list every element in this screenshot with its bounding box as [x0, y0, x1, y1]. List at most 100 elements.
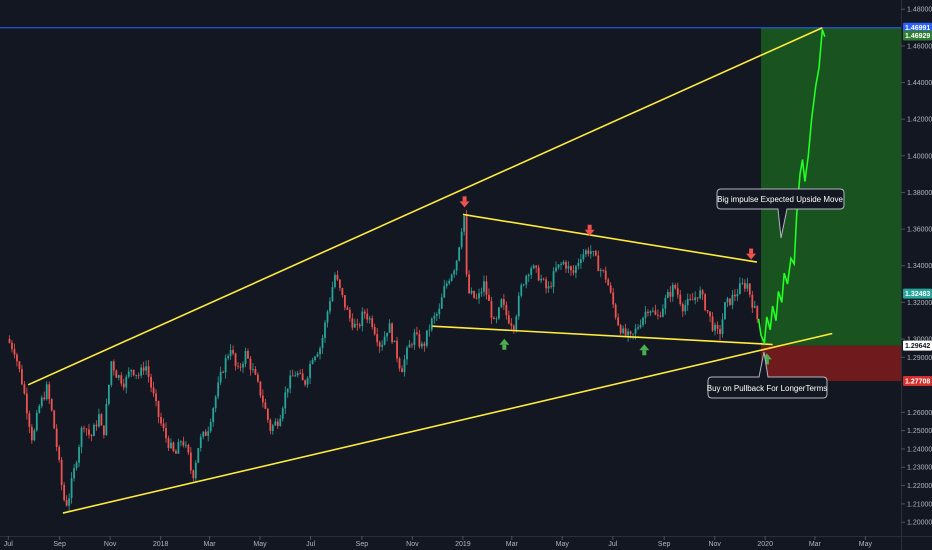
candle-body	[388, 323, 391, 333]
candle-body	[259, 381, 262, 396]
candle-body	[701, 290, 704, 295]
candle-body	[376, 334, 379, 343]
trendline-lower-channel[interactable]	[62, 332, 833, 514]
candle-body	[584, 250, 587, 255]
candle-body	[507, 315, 510, 324]
candle-body	[182, 441, 185, 446]
candle-body	[435, 314, 438, 316]
candle-body	[28, 413, 31, 427]
candle-body	[602, 269, 605, 271]
candle-body	[25, 393, 28, 414]
candle-body	[736, 294, 739, 297]
candle-body	[575, 266, 577, 273]
candle-body	[565, 262, 567, 269]
candle-body	[689, 299, 692, 300]
candle-body	[413, 332, 416, 345]
candle-body	[11, 342, 13, 350]
time-scale[interactable]: Jul Sep Nov 2018 Mar May Jul Sep Nov 2019 Mar May Ju…	[4, 536, 873, 548]
time-tick-label: Nov	[708, 541, 721, 548]
annotation-buy-on-pullback[interactable]: Buy on Pullback For LongerTerms	[707, 351, 828, 399]
candle-body	[167, 438, 170, 448]
candle-body	[125, 376, 128, 388]
candle-body	[326, 311, 329, 323]
candle-body	[8, 339, 11, 343]
candle-body	[418, 334, 421, 347]
candle-body	[329, 301, 331, 312]
candle-body	[289, 375, 292, 389]
candle-body	[671, 284, 674, 297]
candle-body	[53, 410, 56, 429]
price-tag-label: 1.46929	[905, 33, 930, 40]
candle-body	[458, 247, 461, 261]
candle-body	[475, 297, 478, 299]
candle-body	[609, 285, 612, 293]
candle-body	[587, 250, 590, 254]
candle-body	[485, 281, 488, 295]
candle-body	[219, 371, 222, 383]
candle-body	[505, 304, 508, 316]
candle-body	[30, 426, 33, 441]
candle-body	[619, 325, 622, 334]
candle-body	[299, 373, 302, 374]
candle-body	[70, 478, 73, 499]
time-tick-label: Mar	[809, 541, 822, 548]
candle-body	[95, 424, 98, 427]
candle-body	[100, 414, 103, 426]
trendline-wedge-top[interactable]	[462, 213, 758, 263]
candle-body	[408, 344, 411, 348]
candle-body	[252, 369, 254, 370]
candle-body	[664, 297, 667, 309]
time-tick-label: Nov	[104, 541, 117, 548]
price-tick-label: 1.38000	[907, 190, 932, 197]
candle-body	[339, 279, 341, 289]
candle-body	[368, 318, 371, 320]
candle-body	[35, 412, 38, 431]
candle-body	[48, 384, 51, 400]
arrow-down-icon	[746, 248, 757, 260]
candle-body	[642, 317, 644, 326]
candle-body	[448, 280, 451, 284]
candle-body	[599, 269, 602, 272]
candle-body	[691, 299, 694, 301]
candle-body	[478, 293, 480, 299]
trendline-upper-channel[interactable]	[27, 27, 823, 386]
candle-body	[644, 311, 647, 318]
candle-body	[261, 395, 264, 403]
candle-body	[257, 374, 259, 382]
candle-body	[552, 271, 555, 287]
candle-body	[634, 328, 637, 334]
price-scale[interactable]: 1.48000 1.46000 1.44000 1.42000 1.40000 1.380…	[901, 7, 932, 527]
candle-body	[234, 353, 237, 367]
candle-body	[490, 301, 493, 318]
candle-body	[184, 444, 187, 446]
annotation-big-impulse-text: Big impulse Expected Upside Move	[717, 195, 843, 204]
candle-body	[714, 324, 716, 331]
time-tick-label: 2018	[153, 541, 169, 548]
candle-body	[632, 333, 634, 335]
candle-body	[666, 291, 669, 298]
candle-body	[281, 408, 284, 419]
candle-body	[45, 384, 48, 400]
candle-body	[135, 374, 138, 376]
candle-body	[500, 299, 503, 308]
price-tag: 1.46991	[903, 22, 932, 33]
candle-body	[594, 251, 597, 256]
candle-body	[704, 294, 707, 311]
annotation-big-impulse[interactable]: Big impulse Expected Upside Move	[716, 188, 845, 239]
candle-body	[363, 311, 366, 314]
trendline-wedge-bottom[interactable]	[432, 325, 773, 346]
price-tick-label: 1.30000	[907, 337, 932, 344]
candle-body	[401, 368, 403, 373]
candle-body	[68, 498, 71, 506]
candle-body	[686, 299, 689, 306]
candle-body	[286, 388, 289, 393]
candle-body	[85, 428, 88, 430]
candle-body	[716, 324, 719, 329]
candle-body	[470, 290, 473, 294]
candle-body	[517, 295, 520, 317]
candle-body	[73, 468, 75, 479]
candle-body	[443, 286, 446, 298]
candle-body	[463, 216, 466, 232]
candle-body	[244, 350, 247, 364]
